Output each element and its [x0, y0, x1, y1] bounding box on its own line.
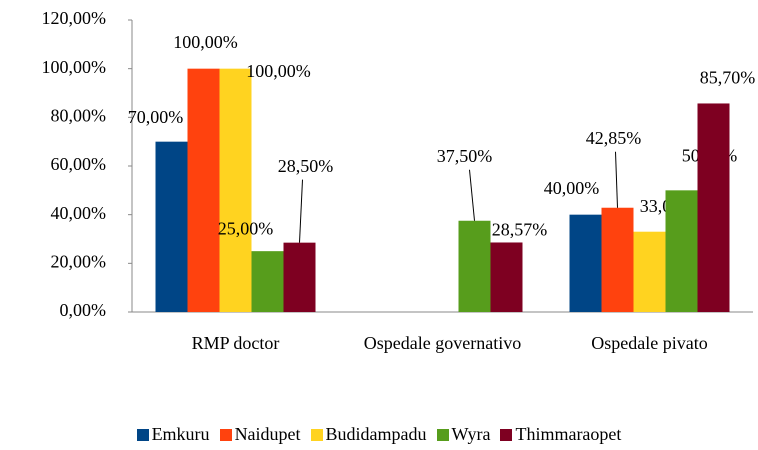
bar: [251, 251, 284, 312]
leader-line: [299, 179, 303, 243]
legend-swatch: [310, 428, 323, 441]
data-label: 28,50%: [278, 156, 334, 176]
x-tick-label: RMP doctor: [191, 333, 280, 353]
x-tick-label: Ospedale governativo: [363, 333, 522, 353]
legend-item: Budidampadu: [310, 424, 427, 445]
legend-label: Thimmaraopet: [515, 424, 622, 444]
legend-swatch: [219, 428, 232, 441]
bar: [187, 68, 220, 313]
bar: [601, 207, 634, 312]
bar: [490, 242, 523, 312]
data-label: 100,00%: [246, 61, 311, 81]
data-label: 100,00%: [173, 32, 238, 52]
data-label: 70,00%: [128, 107, 184, 127]
bar: [219, 68, 252, 313]
y-tick-label: 80,00%: [51, 105, 107, 125]
data-label: 37,50%: [437, 146, 493, 166]
bar: [697, 103, 730, 312]
legend-item: Emkuru: [136, 424, 210, 445]
legend-label: Emkuru: [151, 424, 210, 444]
bar: [633, 231, 666, 312]
leader-line: [469, 169, 475, 221]
y-tick-label: 60,00%: [51, 154, 107, 174]
bar: [569, 214, 602, 312]
y-tick-label: 0,00%: [60, 300, 107, 320]
bar: [283, 242, 316, 312]
data-label: 28,57%: [492, 220, 548, 240]
legend-label: Wyra: [451, 424, 491, 444]
legend-label: Budidampadu: [325, 424, 427, 444]
bar: [665, 190, 698, 312]
bar: [458, 220, 491, 312]
y-tick-label: 120,00%: [42, 8, 107, 28]
legend-swatch: [436, 428, 449, 441]
y-tick-label: 20,00%: [51, 251, 107, 271]
legend-swatch: [136, 428, 149, 441]
y-tick-label: 40,00%: [51, 203, 107, 223]
data-label: 40,00%: [544, 178, 600, 198]
plot: 0,00% 20,00% 40,00% 60,00% 80,00% 100,00% 120,…: [42, 8, 756, 320]
bar: [155, 141, 188, 312]
data-label: 42,85%: [586, 128, 642, 148]
data-label: 25,00%: [218, 218, 274, 238]
legend-item: Wyra: [436, 424, 491, 445]
leader-line: [615, 151, 618, 208]
x-tick-label: Ospedale pivato: [591, 333, 708, 353]
data-label: 85,70%: [700, 68, 756, 88]
legend-label: Naidupet: [234, 424, 301, 444]
legend-item: Naidupet: [219, 424, 301, 445]
legend-item: Thimmaraopet: [500, 424, 621, 445]
y-tick-label: 100,00%: [42, 57, 107, 77]
legend-swatch: [500, 428, 513, 441]
legend: Emkuru Naidupet Budidampadu Wyra Thimmaraope…: [0, 424, 758, 445]
